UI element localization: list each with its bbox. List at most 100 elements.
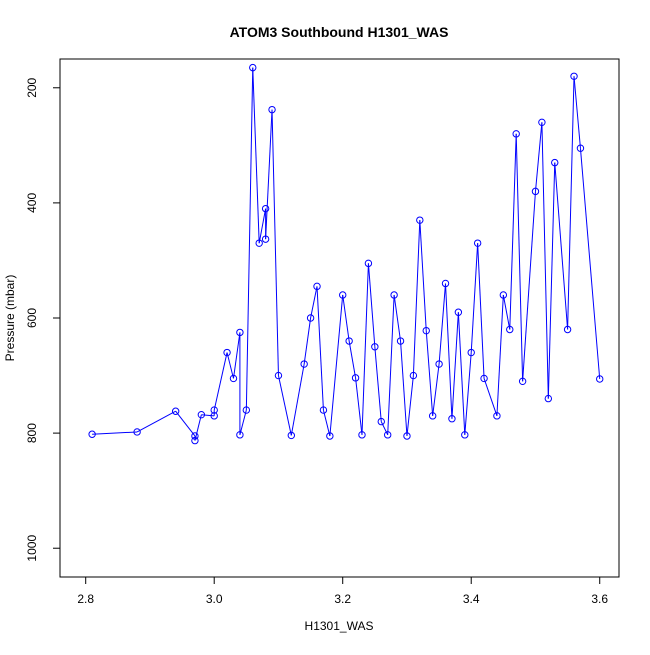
series-line-segment	[361, 263, 369, 435]
series-line-segment	[175, 410, 196, 437]
y-tick-label: 1000	[25, 535, 39, 562]
series-line-segment	[310, 286, 318, 319]
series-line-segment	[387, 294, 395, 435]
data-point	[428, 412, 437, 420]
series-line-segment	[201, 414, 215, 417]
data-point	[473, 239, 482, 247]
series-line-segment	[470, 243, 479, 353]
series-line-segment	[432, 363, 440, 416]
data-point	[403, 432, 411, 440]
data-point	[551, 158, 559, 167]
series-line-segment	[355, 377, 363, 435]
data-point	[300, 360, 308, 368]
data-point	[467, 348, 475, 357]
series-line-segment	[303, 317, 312, 365]
series-line-segment	[252, 67, 260, 244]
data-point	[197, 410, 206, 419]
series-line-segment	[573, 76, 581, 149]
series-line-segment	[271, 109, 279, 376]
data-point	[249, 63, 257, 72]
data-point	[371, 343, 379, 351]
data-point	[255, 239, 263, 247]
series-line-segment	[412, 220, 421, 376]
data-point	[409, 371, 418, 380]
data-point	[242, 406, 251, 414]
series-line-segment	[322, 409, 331, 437]
data-point	[531, 187, 540, 196]
series-line-segment	[579, 148, 601, 380]
series-line-segment	[541, 122, 549, 399]
data-point	[229, 374, 238, 383]
data-point	[383, 431, 392, 439]
data-point	[268, 105, 276, 114]
data-point	[261, 235, 270, 243]
series-line-segment	[451, 312, 459, 419]
x-tick-label: 3.0	[206, 592, 223, 606]
data-point	[339, 291, 347, 299]
x-axis-label: H1301_WAS	[305, 619, 374, 633]
data-point	[313, 282, 321, 291]
x-tick-label: 2.8	[77, 592, 94, 606]
data-point	[223, 348, 231, 357]
series-line-segment	[534, 122, 543, 192]
series-line-segment	[232, 332, 241, 379]
data-point	[544, 394, 553, 403]
series-line-segment	[547, 162, 556, 399]
series-line-segment	[239, 409, 247, 435]
data-point	[345, 337, 353, 345]
series-line-segment	[509, 133, 517, 330]
series-layer	[88, 63, 604, 445]
series-line-segment	[316, 286, 324, 411]
series-line-segment	[226, 352, 234, 379]
data-point	[210, 406, 218, 414]
series-line-segment	[445, 283, 453, 419]
data-point	[499, 291, 508, 299]
y-tick-label: 600	[25, 308, 39, 328]
y-axis-label: Pressure (mbar)	[3, 275, 17, 362]
data-point	[191, 436, 199, 445]
data-point	[435, 360, 443, 368]
data-point	[506, 325, 514, 334]
data-point	[236, 328, 244, 337]
data-point	[538, 118, 546, 127]
data-point	[570, 72, 578, 80]
data-point	[287, 431, 296, 440]
data-point	[358, 431, 366, 439]
data-point	[563, 325, 572, 334]
data-point	[518, 377, 527, 386]
series-line-segment	[245, 67, 254, 411]
data-point	[512, 130, 520, 138]
data-point	[441, 279, 450, 288]
series-line-segment	[136, 410, 176, 433]
series-line-segment	[406, 375, 414, 437]
series-line-segment	[367, 263, 376, 347]
data-point	[319, 406, 328, 414]
data-point	[377, 417, 385, 426]
plot-area-frame	[59, 58, 620, 578]
series-line-segment	[554, 162, 569, 330]
series-line-segment	[496, 294, 504, 416]
series-line-segment	[477, 243, 485, 379]
series-line-segment	[213, 352, 228, 411]
series-line-segment	[342, 294, 350, 342]
series-line-segment	[265, 109, 273, 240]
series-line-segment	[348, 340, 357, 378]
data-point	[390, 291, 398, 299]
data-point	[480, 374, 488, 383]
series-line-segment	[290, 363, 305, 436]
series-line-segment	[393, 294, 402, 342]
data-point	[236, 431, 244, 439]
series-line-segment	[380, 421, 389, 436]
data-point	[306, 314, 315, 322]
x-tick-label: 3.6	[591, 592, 608, 606]
series-line-segment	[258, 208, 267, 244]
x-tick-label: 3.4	[463, 592, 480, 606]
series-line-segment	[92, 431, 138, 435]
series-line-segment	[425, 330, 434, 416]
series-line-segment	[457, 312, 466, 435]
series-line-segment	[522, 191, 536, 382]
data-point	[326, 432, 334, 440]
y-tick-label: 400	[25, 193, 39, 213]
